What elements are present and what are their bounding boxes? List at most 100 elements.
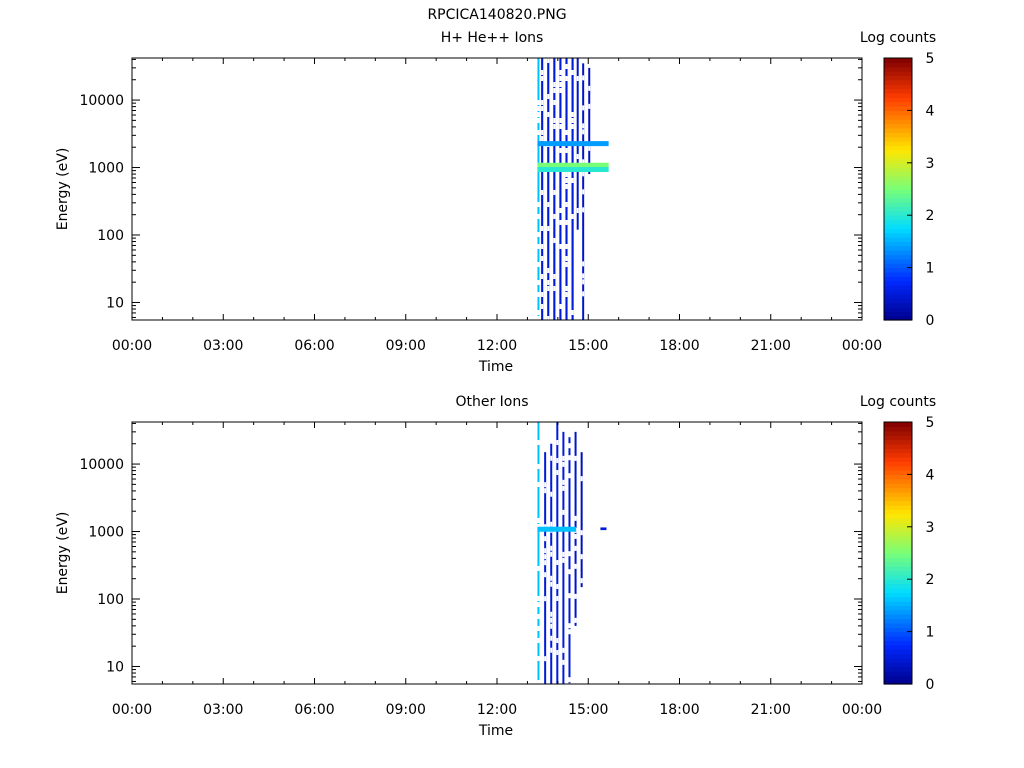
heatmap-gap <box>537 202 540 207</box>
heatmap-gap <box>541 136 544 141</box>
x-axis-label: Time <box>478 723 513 739</box>
heatmap-gap <box>582 171 585 177</box>
heatmap-gap <box>571 70 574 75</box>
colorbar-swatch <box>884 483 912 489</box>
colorbar-swatch <box>884 197 912 203</box>
x-axis-label: Time <box>478 359 513 375</box>
colorbar-swatch <box>884 535 912 541</box>
colorbar-swatch <box>884 452 912 458</box>
colorbar-swatch <box>884 456 912 462</box>
heatmap-gap <box>537 614 540 619</box>
colorbar-swatch <box>884 461 912 467</box>
colorbar-swatch <box>884 189 912 194</box>
y-tick-label: 10 <box>106 659 124 675</box>
x-tick-label: 21:00 <box>751 702 791 718</box>
heatmap-gap <box>550 617 553 623</box>
colorbar-swatch <box>884 285 912 291</box>
heatmap-gap <box>556 440 559 445</box>
x-tick-label: 15:00 <box>568 338 608 354</box>
colorbar-swatch <box>884 315 912 321</box>
colorbar-swatch <box>884 587 912 593</box>
colorbar-swatch <box>884 158 912 164</box>
x-tick-label: 18:00 <box>659 702 699 718</box>
y-axis-label: Energy (eV) <box>55 148 71 231</box>
heatmap-column <box>580 452 583 588</box>
colorbar-swatch <box>884 596 912 602</box>
heatmap-gap <box>541 76 544 81</box>
colorbar-swatch <box>884 223 912 229</box>
heatmap-gap <box>582 105 585 111</box>
heatmap-gap <box>571 124 574 129</box>
heatmap-gap <box>556 458 559 463</box>
colorbar-swatch <box>884 162 912 168</box>
x-tick-label: 09:00 <box>386 702 426 718</box>
colorbar-swatch <box>884 635 912 641</box>
heatmap-gap <box>537 232 540 237</box>
colorbar-tick-label: 0 <box>926 313 935 329</box>
colorbar-swatch <box>884 171 912 177</box>
x-tick-label: 12:00 <box>477 702 517 718</box>
colorbar-swatch <box>884 539 912 545</box>
colorbar-swatch <box>884 522 912 528</box>
heatmap-gap <box>582 291 585 297</box>
colorbar-swatch <box>884 500 912 506</box>
x-tick-label: 15:00 <box>568 702 608 718</box>
heatmap-gap <box>576 154 579 159</box>
colorbar-swatch <box>884 71 912 77</box>
heatmap-gap <box>559 220 562 225</box>
colorbar: 0 1 2 3 4 5 Log counts <box>860 30 936 329</box>
figure-title: RPCICA140820.PNG <box>427 7 566 23</box>
heatmap-gap <box>544 482 547 488</box>
heatmap-gap <box>537 482 540 487</box>
heatmap-gap <box>571 112 574 117</box>
colorbar-swatch <box>884 443 912 449</box>
heatmap-gap <box>537 464 540 469</box>
x-tick-label: 06:00 <box>294 338 334 354</box>
colorbar-swatch <box>884 84 912 90</box>
heatmap-gap <box>562 659 565 665</box>
heatmap-gap <box>544 548 547 554</box>
heatmap-gap <box>568 455 571 461</box>
heatmap-gap <box>544 560 547 566</box>
colorbar-swatch <box>884 548 912 554</box>
heatmap-gap <box>541 100 544 105</box>
colorbar-swatch <box>884 622 912 628</box>
colorbar-swatch <box>884 430 912 436</box>
heatmap-gap <box>537 626 540 631</box>
heatmap-gap <box>544 572 547 578</box>
heatmap-gap <box>550 635 553 641</box>
heatmap-gap <box>565 178 568 183</box>
heatmap-gap <box>571 310 574 315</box>
heatmap-gap <box>574 617 577 623</box>
colorbar-swatch <box>884 509 912 515</box>
colorbar-swatch <box>884 583 912 589</box>
colorbar-tick-label: 5 <box>926 415 935 431</box>
colorbar-swatch <box>884 66 912 72</box>
heatmap-gap <box>537 638 540 643</box>
heatmap-gap <box>544 656 547 662</box>
colorbar-swatch <box>884 496 912 502</box>
colorbar-tick-label: 3 <box>926 520 935 536</box>
colorbar-swatch <box>884 470 912 475</box>
colorbar-swatch <box>884 640 912 646</box>
heatmap-gap <box>537 106 540 111</box>
heatmap-gap <box>541 70 544 75</box>
heatmap-gap <box>562 485 565 491</box>
colorbar-swatch <box>884 154 912 160</box>
heatmap-column <box>588 67 591 175</box>
colorbar-swatch <box>884 123 912 129</box>
heatmap-gap <box>582 261 585 267</box>
heatmap-gap <box>547 202 550 207</box>
colorbar-swatch <box>884 531 912 537</box>
colorbar-swatch <box>884 478 912 484</box>
heatmap-gap <box>541 292 544 297</box>
colorbar-swatch <box>884 167 912 173</box>
colorbar-swatch <box>884 513 912 519</box>
heatmap-gap <box>582 129 585 135</box>
heatmap-band <box>537 141 609 147</box>
colorbar-swatch <box>884 609 912 615</box>
heatmap-gap <box>544 596 547 602</box>
heatmap-gap <box>537 566 540 571</box>
colorbar-swatch <box>884 180 912 186</box>
colorbar-swatch <box>884 263 912 269</box>
